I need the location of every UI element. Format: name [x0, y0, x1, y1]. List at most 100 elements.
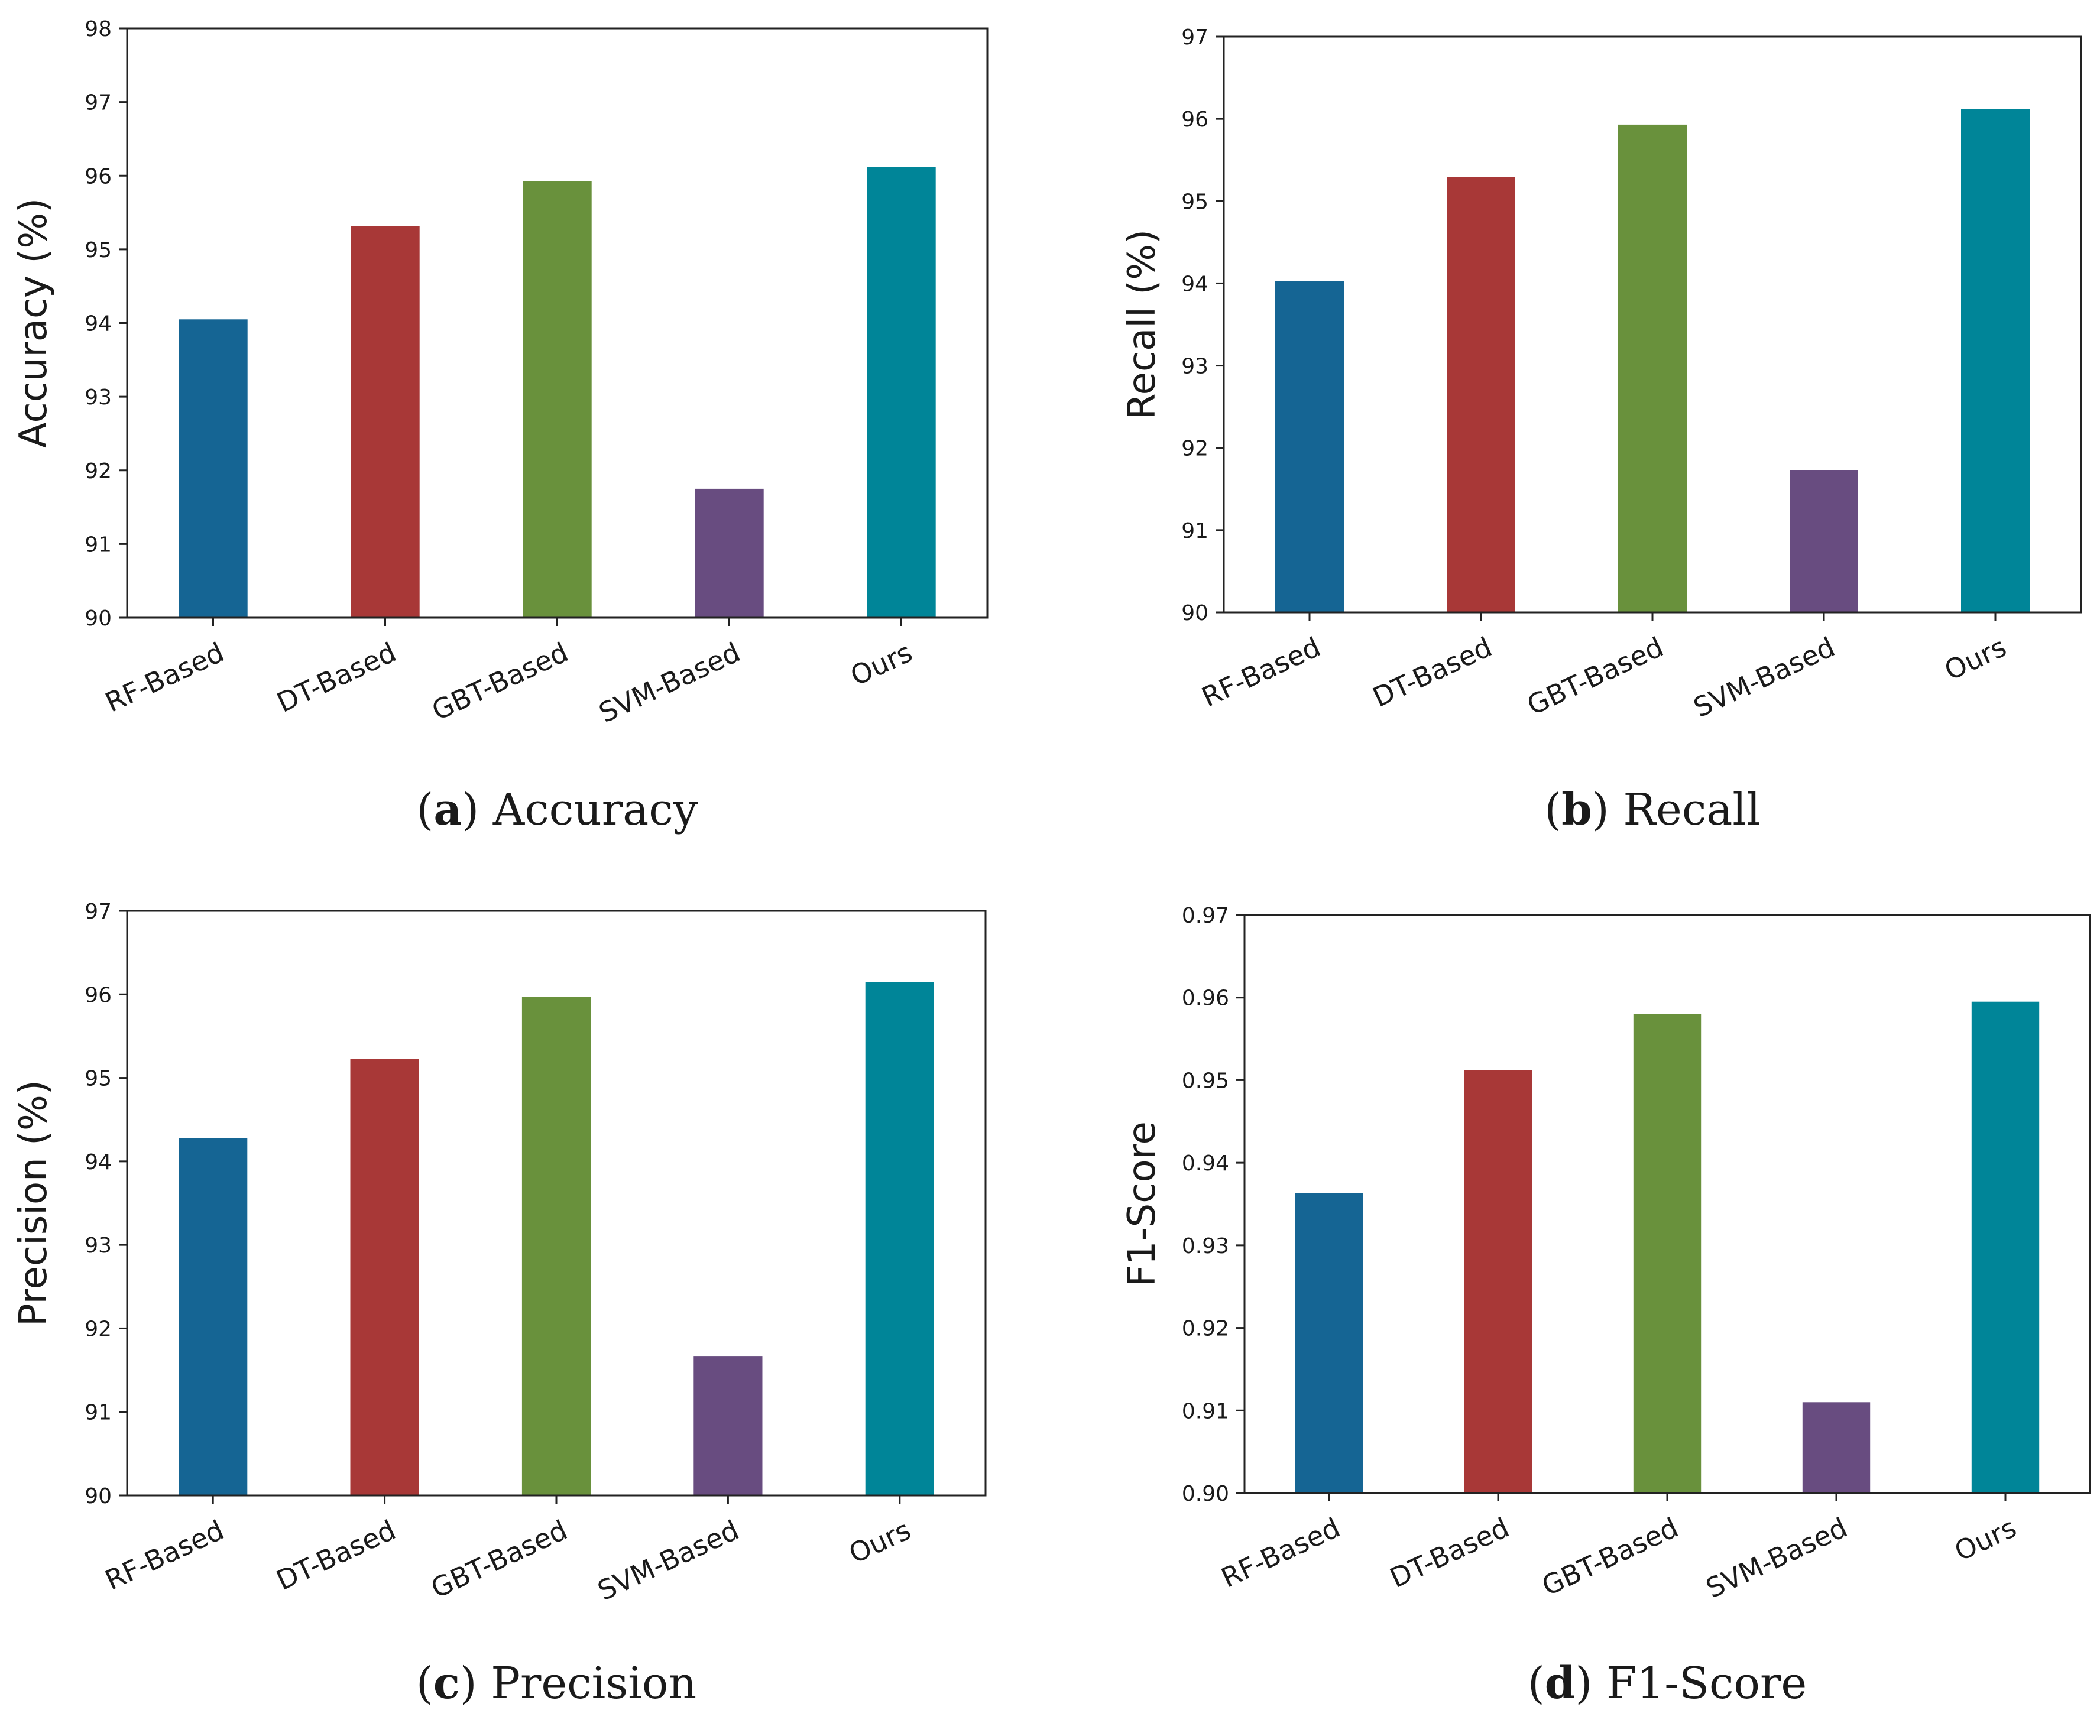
y-tick-label: 0.96 [1182, 987, 1229, 1011]
bar-ours [865, 982, 934, 1495]
bar-svm-based [1790, 470, 1858, 612]
bar-gbt-based [521, 997, 591, 1495]
x-tick-label: SVM-Based [593, 1514, 744, 1607]
caption-paren: ) [1575, 1658, 1606, 1709]
bar-ours [1971, 1001, 2040, 1493]
y-tick-label: 94 [1181, 272, 1208, 296]
y-tick-label: 95 [85, 238, 112, 262]
bar-ours [1961, 109, 2030, 612]
y-tick-label: 91 [85, 1401, 112, 1425]
bar-dt-based [1447, 177, 1515, 612]
caption-letter: b [1561, 784, 1592, 835]
panel-caption: (d) F1-Score [1528, 1658, 1807, 1709]
caption-letter: c [433, 1658, 460, 1709]
x-tick-label: Ours [845, 636, 917, 692]
bar-dt-based [1464, 1070, 1532, 1493]
x-tick-label: GBT-Based [1522, 631, 1668, 721]
bar-ours [867, 167, 936, 618]
x-tick-label: Ours [1950, 1511, 2021, 1568]
x-tick-label: RF-Based [1197, 631, 1325, 713]
caption-paren: ( [417, 784, 434, 835]
x-tick-label: GBT-Based [427, 636, 573, 726]
bar-rf-based [1275, 281, 1344, 612]
x-tick-label: SVM-Based [594, 636, 745, 729]
x-tick-label: GBT-Based [1537, 1511, 1683, 1602]
y-tick-label: 94 [85, 1150, 112, 1174]
bar-gbt-based [1618, 124, 1687, 612]
y-tick-label: 96 [1181, 108, 1208, 132]
panel-caption: (a) Accuracy [417, 784, 698, 835]
y-tick-label: 91 [85, 533, 112, 557]
caption-paren: ( [1544, 784, 1561, 835]
y-tick-label: 92 [85, 1317, 112, 1341]
y-tick-label: 94 [85, 312, 112, 336]
y-tick-label: 90 [85, 1484, 112, 1508]
bar-dt-based [351, 226, 420, 618]
caption-paren: ) [460, 1658, 491, 1709]
bar-svm-based [1802, 1402, 1871, 1493]
y-tick-label: 97 [85, 91, 112, 115]
x-tick-label: RF-Based [101, 1514, 229, 1597]
x-tick-label: Ours [1940, 631, 2011, 687]
y-tick-label: 97 [1181, 25, 1208, 50]
y-tick-label: 0.91 [1182, 1399, 1229, 1423]
y-tick-label: 0.94 [1182, 1151, 1229, 1176]
y-tick-label: 0.95 [1182, 1069, 1229, 1093]
caption-paren: ( [1528, 1658, 1545, 1709]
caption-letter: a [433, 784, 462, 835]
y-tick-label: 96 [85, 164, 112, 189]
y-axis-title: F1-Score [1120, 1121, 1164, 1287]
bar-rf-based [179, 1138, 248, 1495]
x-tick-label: RF-Based [1216, 1511, 1344, 1594]
caption-text: F1-Score [1606, 1658, 1807, 1709]
y-tick-label: 92 [1181, 437, 1208, 461]
x-tick-label: DT-Based [272, 636, 401, 719]
x-tick-label: RF-Based [101, 636, 229, 719]
y-tick-label: 96 [85, 983, 112, 1007]
y-tick-label: 91 [1181, 519, 1208, 543]
y-tick-label: 95 [85, 1067, 112, 1091]
bar-rf-based [1295, 1193, 1363, 1493]
bar-gbt-based [1633, 1014, 1702, 1493]
bar-dt-based [350, 1059, 419, 1495]
y-axis-title: Precision (%) [12, 1080, 56, 1326]
y-tick-label: 97 [85, 900, 112, 924]
panel-caption: (c) Precision [416, 1658, 696, 1709]
caption-paren: ( [416, 1658, 433, 1709]
bar-svm-based [693, 1356, 763, 1495]
caption-paren: ) [1592, 784, 1623, 835]
y-tick-label: 95 [1181, 190, 1208, 214]
y-tick-label: 98 [85, 17, 112, 41]
x-tick-label: SVM-Based [1701, 1511, 1852, 1604]
y-tick-label: 93 [1181, 355, 1208, 379]
y-tick-label: 93 [85, 1234, 112, 1258]
y-tick-label: 0.93 [1182, 1234, 1229, 1258]
y-tick-label: 92 [85, 459, 112, 484]
y-tick-label: 0.90 [1182, 1482, 1229, 1506]
caption-paren: ) [462, 784, 492, 835]
y-tick-label: 0.97 [1182, 904, 1229, 928]
caption-text: Precision [491, 1658, 696, 1709]
caption-letter: d [1545, 1658, 1576, 1709]
bar-svm-based [695, 488, 764, 618]
y-tick-label: 90 [1181, 601, 1208, 625]
y-axis-title: Recall (%) [1120, 229, 1164, 420]
y-tick-label: 90 [85, 606, 112, 631]
chart-panel-d: 0.90 0.91 0.92 0.93 0.94 0.95 0.96 0.97 RF-Based… [1120, 904, 2091, 1709]
x-tick-label: DT-Based [1368, 631, 1497, 713]
chart-panel-b: 90 91 92 93 94 95 96 97 RF-Based DT-Based GBT-Base… [1120, 25, 2082, 835]
caption-text: Accuracy [492, 784, 698, 835]
chart-panel-c: 90 91 92 93 94 95 96 97 RF-Based DT-Based GBT-Base… [12, 900, 987, 1709]
x-tick-label: SVM-Based [1689, 631, 1839, 723]
y-tick-label: 93 [85, 385, 112, 410]
chart-panel-a: 90 91 92 93 94 95 96 97 98 RF-Based DT-Based GBT-Ba… [12, 17, 989, 835]
y-tick-label: 0.92 [1182, 1317, 1229, 1341]
caption-text: Recall [1623, 784, 1760, 835]
y-axis-title: Accuracy (%) [12, 198, 56, 448]
x-tick-label: DT-Based [1385, 1511, 1514, 1594]
bar-gbt-based [523, 181, 592, 618]
bar-rf-based [179, 319, 248, 618]
x-tick-label: DT-Based [271, 1514, 400, 1597]
x-tick-label: GBT-Based [426, 1514, 572, 1604]
